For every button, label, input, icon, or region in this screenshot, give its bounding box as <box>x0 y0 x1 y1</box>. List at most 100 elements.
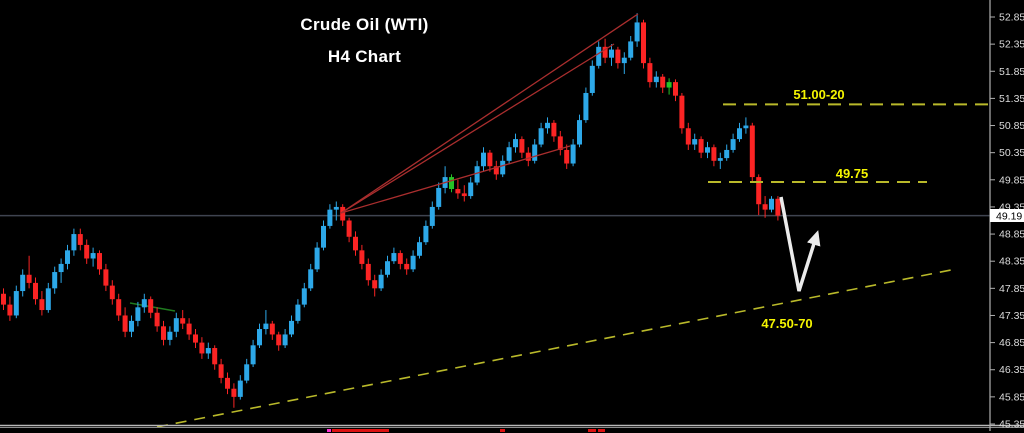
candle <box>775 196 781 221</box>
candle <box>449 174 454 193</box>
candle-body <box>487 152 493 167</box>
support-trendline-label[interactable]: 47.50-70 <box>761 316 812 331</box>
candle <box>212 345 218 370</box>
axis-tick-label: 51.35 <box>999 93 1024 105</box>
candle-body <box>743 125 749 129</box>
candle <box>33 277 38 305</box>
candle <box>532 139 538 164</box>
candle-body <box>33 282 38 300</box>
candle <box>423 220 429 245</box>
candle <box>141 293 147 313</box>
candle <box>45 282 51 313</box>
support-trendline[interactable] <box>156 268 957 428</box>
candle-body <box>641 22 646 64</box>
candle <box>737 122 742 142</box>
candle-body <box>698 139 704 153</box>
candle <box>685 122 691 150</box>
candle-body <box>417 242 422 256</box>
candle-body <box>327 209 333 226</box>
candle-body <box>314 247 320 270</box>
red-trendline[interactable] <box>340 13 639 214</box>
candle-body <box>225 377 230 389</box>
candle-body <box>737 128 742 140</box>
candle <box>564 144 570 169</box>
candle <box>58 258 64 283</box>
candle-body <box>436 187 442 207</box>
candle <box>589 60 595 96</box>
candle-body <box>404 263 410 270</box>
candle-body <box>199 342 205 354</box>
candle <box>84 239 90 264</box>
candle <box>583 87 589 123</box>
candle <box>20 269 26 297</box>
candle-body <box>429 206 435 226</box>
candle <box>487 149 493 172</box>
candle <box>90 247 96 267</box>
candle-body <box>570 144 576 164</box>
candle <box>404 258 410 275</box>
candle <box>621 52 627 74</box>
candle <box>628 35 634 61</box>
candle <box>116 293 122 321</box>
candle <box>122 307 128 338</box>
candle-body <box>250 345 256 365</box>
candle-body <box>449 177 454 190</box>
candle <box>237 375 243 400</box>
candle <box>340 204 346 226</box>
candle-body <box>653 76 659 83</box>
candle <box>269 320 275 340</box>
candle-body <box>756 177 762 205</box>
candle-body <box>71 234 77 251</box>
candle <box>436 182 442 210</box>
candle <box>468 177 474 199</box>
candle <box>545 117 550 134</box>
chart-title: Crude Oil (WTI) H4 Chart <box>262 16 467 65</box>
candle <box>173 312 179 338</box>
candle <box>1 288 6 311</box>
resistance-level-label[interactable]: 51.00-20 <box>793 87 844 102</box>
candle <box>282 329 288 349</box>
axis-tick-label: 49.85 <box>999 174 1024 186</box>
candle-body <box>218 364 224 378</box>
candle <box>660 73 666 93</box>
candle-body <box>141 299 147 308</box>
candle-body <box>65 250 70 264</box>
candle <box>199 337 205 359</box>
candle <box>359 244 365 270</box>
candle <box>77 228 83 251</box>
candle <box>410 250 416 273</box>
red-trendline[interactable] <box>340 145 571 214</box>
candle <box>186 318 192 340</box>
candle-body <box>237 380 243 397</box>
candle-body <box>673 82 678 96</box>
candle-body <box>711 147 717 161</box>
candle-body <box>513 139 518 148</box>
candle-body <box>685 128 691 145</box>
candle <box>634 13 640 47</box>
candle-body <box>97 253 102 270</box>
candle-body <box>116 299 122 316</box>
candle <box>653 71 659 88</box>
candle-body <box>301 288 307 305</box>
candle-body <box>506 147 512 161</box>
candle-body <box>129 320 134 332</box>
candle-body <box>244 364 250 381</box>
axis-tick-label: 52.85 <box>999 12 1024 24</box>
candle-body <box>634 22 640 42</box>
candle <box>327 204 333 229</box>
candle <box>698 136 704 159</box>
projection-arrow[interactable] <box>779 196 821 292</box>
candle <box>333 201 339 221</box>
red-trendline[interactable] <box>340 43 615 214</box>
candle <box>321 220 326 251</box>
resistance-level-label[interactable]: 49.75 <box>836 166 869 181</box>
candle <box>513 133 518 153</box>
candle-body <box>481 152 486 167</box>
candle-body <box>122 315 128 332</box>
candle <box>596 41 602 69</box>
candle-body <box>775 198 781 216</box>
candle <box>519 136 525 159</box>
candle-body <box>180 318 186 324</box>
candle-body <box>500 160 506 175</box>
candle <box>429 201 435 229</box>
